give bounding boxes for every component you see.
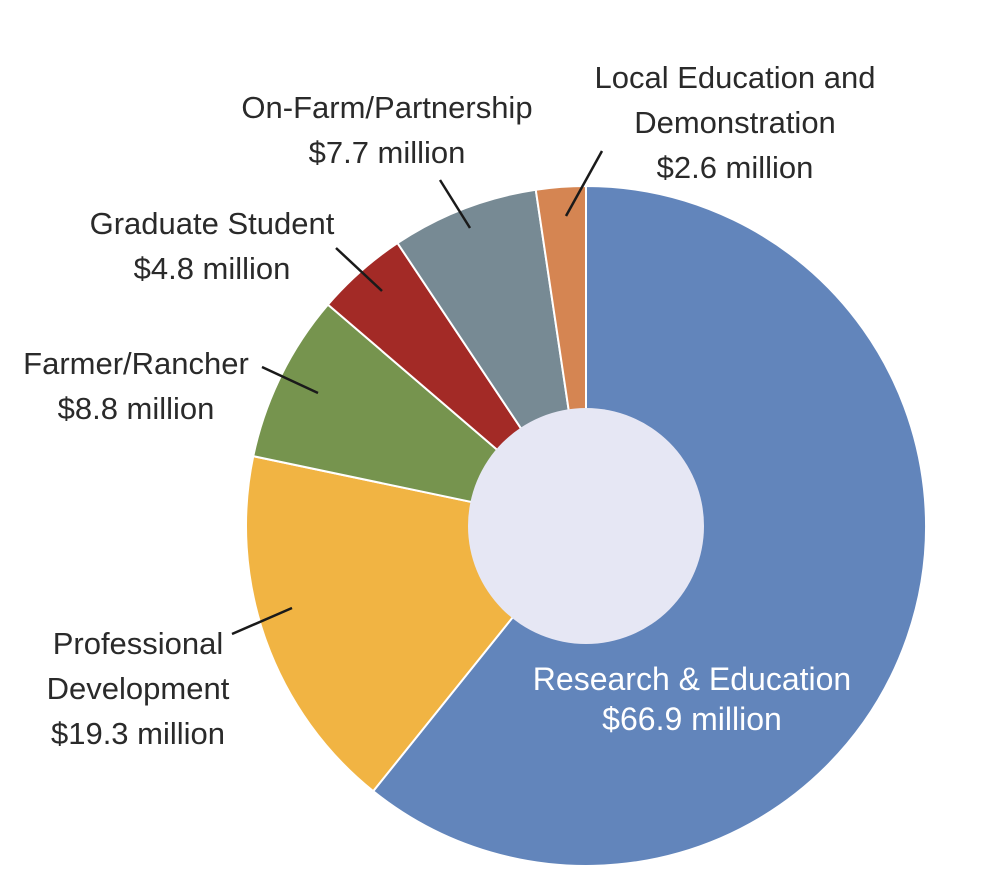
label-professional-development: Professional Development $19.3 million bbox=[47, 626, 230, 751]
label-on-farm-partnership: On-Farm/Partnership $7.7 million bbox=[241, 90, 532, 170]
donut-center bbox=[468, 408, 704, 644]
value-label: $2.6 million bbox=[657, 150, 814, 185]
label-graduate-student: Graduate Student $4.8 million bbox=[90, 206, 335, 286]
leader-lines-group bbox=[231, 150, 604, 636]
value-label: $8.8 million bbox=[58, 391, 215, 426]
category-label: Development bbox=[47, 671, 230, 706]
value-label: $7.7 million bbox=[309, 135, 466, 170]
category-label: Local Education and bbox=[595, 60, 876, 95]
category-label: Demonstration bbox=[634, 105, 836, 140]
value-label: $66.9 million bbox=[602, 701, 782, 737]
leader-line-on-farm-partnership bbox=[438, 179, 472, 229]
leader-line-graduate-student bbox=[335, 247, 383, 292]
category-label: Farmer/Rancher bbox=[23, 346, 249, 381]
category-label: On-Farm/Partnership bbox=[241, 90, 532, 125]
label-research-education: Research & Education $66.9 million bbox=[533, 661, 851, 737]
leader-line-farmer-rancher bbox=[261, 365, 319, 395]
value-label: $19.3 million bbox=[51, 716, 225, 751]
label-farmer-rancher: Farmer/Rancher $8.8 million bbox=[23, 346, 249, 426]
value-label: $4.8 million bbox=[134, 251, 291, 286]
labels-group: Research & Education $66.9 million Profess… bbox=[23, 60, 875, 751]
category-label: Graduate Student bbox=[90, 206, 335, 241]
category-label: Professional bbox=[53, 626, 224, 661]
leader-line-professional-development bbox=[231, 606, 293, 636]
leader-line-local-education-and-demonstration bbox=[564, 150, 604, 217]
label-local-education-and-demonstration: Local Education and Demonstration $2.6 mil… bbox=[595, 60, 876, 185]
category-label: Research & Education bbox=[533, 661, 851, 697]
